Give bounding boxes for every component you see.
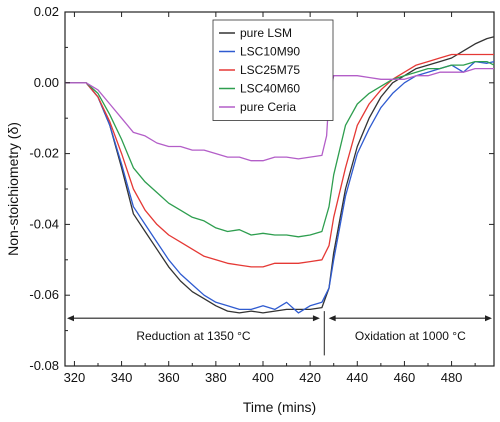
x-tick-label: 480	[441, 370, 463, 385]
annotation-label-2: Oxidation at 1000 °C	[355, 329, 466, 343]
series-layer	[65, 36, 495, 314]
legend-label-1: pure LSM	[240, 26, 292, 40]
series-line-4	[65, 60, 495, 238]
y-tick-label: 0.00	[34, 75, 59, 90]
annotation-label-1: Reduction at 1350 °C	[136, 329, 251, 343]
annotation-arrowhead-right-1	[312, 315, 320, 322]
x-tick-label: 440	[346, 370, 368, 385]
annotation-layer: Reduction at 1350 °C Oxidation at 1000 °C	[67, 311, 492, 356]
legend-label-5: pure Ceria	[240, 100, 296, 114]
x-tick-label: 460	[394, 370, 416, 385]
x-axis-title: Time (mins)	[243, 399, 316, 415]
series-line-1	[65, 36, 495, 314]
x-tick-label: 340	[111, 370, 133, 385]
x-tick-label: 420	[299, 370, 321, 385]
annotation-arrowhead-left-1	[67, 315, 74, 322]
y-tick-label: 0.02	[34, 4, 59, 19]
y-tick-label: -0.06	[29, 287, 59, 302]
series-line-3	[65, 53, 494, 268]
y-tick-label: -0.02	[29, 146, 59, 161]
legend-label-2: LSC10M90	[240, 45, 300, 59]
series-line-5	[65, 67, 494, 162]
series-line-2	[65, 60, 495, 314]
x-tick-label: 400	[252, 370, 274, 385]
annotation-arrowhead-right-2	[485, 315, 492, 322]
x-tick-label: 320	[64, 370, 86, 385]
axes-layer: 320 340 360 380 400 420 440 460 480 -0.08 -0.06 -0.…	[29, 4, 494, 385]
legend-label-3: LSC25M75	[240, 63, 300, 77]
y-axis-title: Non-stoichiometry (δ)	[5, 122, 21, 256]
annotation-arrowhead-left-2	[328, 315, 336, 322]
x-tick-label: 380	[205, 370, 227, 385]
y-tick-label: -0.04	[29, 216, 59, 231]
legend-label-4: LSC40M60	[240, 82, 300, 96]
x-tick-label: 360	[158, 370, 180, 385]
legend: pure LSM LSC10M90 LSC25M75 LSC40M60 pure Cer…	[212, 19, 334, 121]
y-tick-label: -0.08	[29, 358, 59, 373]
